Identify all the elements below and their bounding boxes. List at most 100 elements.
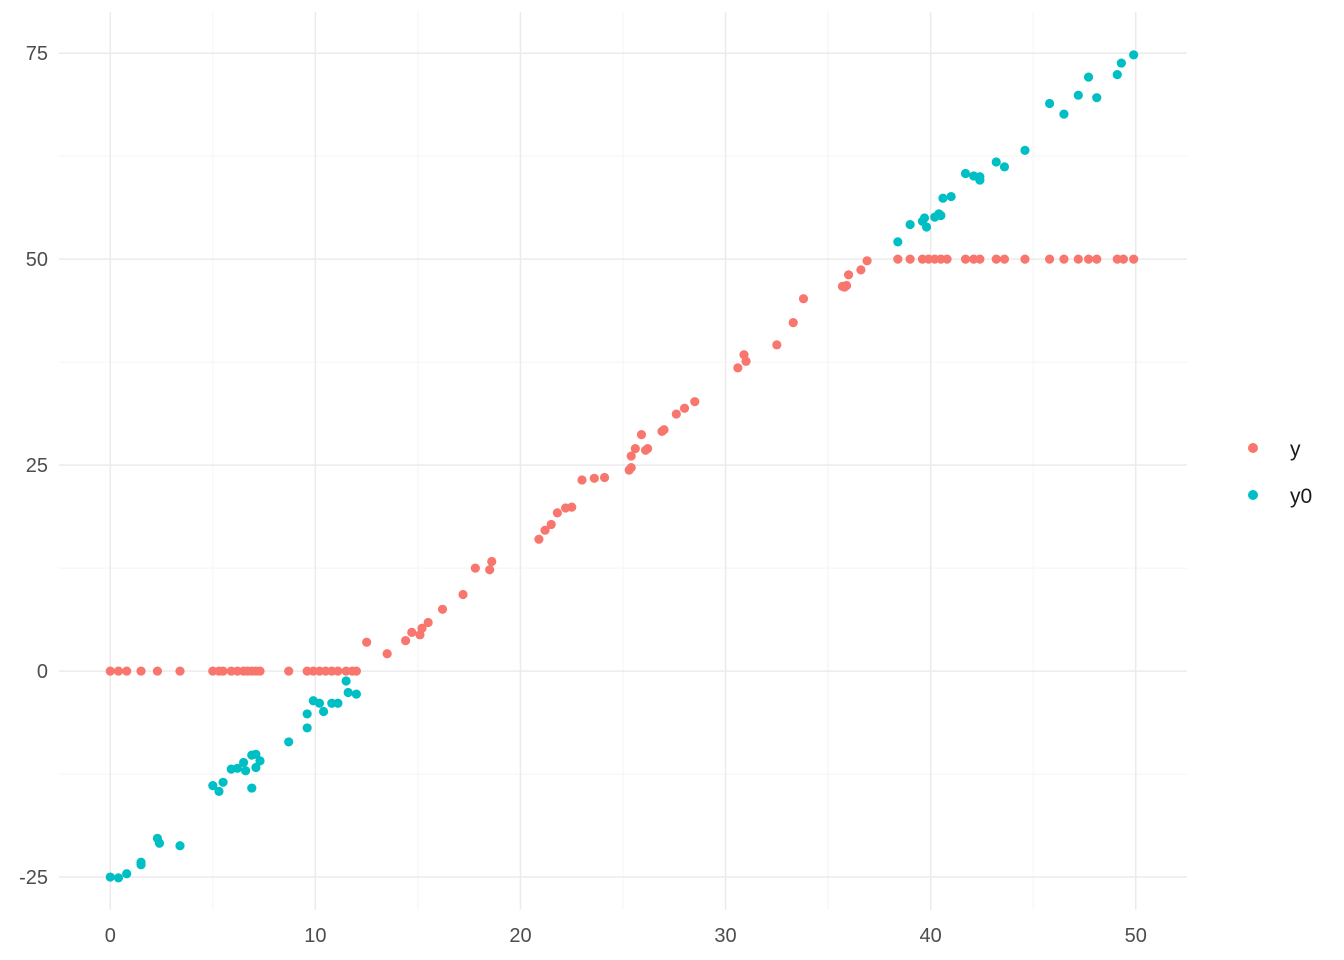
x-axis-tick-labels: 0 10 20 30 40 50 (105, 925, 1147, 947)
point-y-28 (401, 636, 411, 646)
point-y-8 (218, 666, 228, 676)
point-y0-12 (232, 763, 243, 773)
point-y0-30 (351, 689, 361, 699)
point-y0-46 (999, 162, 1010, 172)
point-y-56 (671, 409, 681, 419)
point-y-61 (741, 356, 751, 366)
legend-label-y: y (1290, 438, 1301, 461)
point-y0-34 (919, 213, 930, 223)
point-y-27 (382, 649, 392, 659)
legend-entry-y0: y0 (1248, 485, 1312, 508)
legend-key-y0 (1248, 490, 1258, 500)
point-y-50 (630, 444, 640, 454)
point-y0-27 (333, 698, 343, 708)
point-y-2 (122, 666, 132, 676)
point-y-44 (577, 475, 587, 485)
point-y-71 (893, 254, 903, 264)
point-y0-52 (1092, 93, 1102, 103)
point-y-16 (284, 666, 294, 676)
point-y-90 (1118, 254, 1129, 264)
point-y-78 (960, 254, 971, 264)
point-y-33 (437, 604, 448, 614)
point-y0-31 (893, 237, 903, 247)
point-y-31 (417, 623, 427, 633)
point-y-0 (105, 666, 115, 676)
y-tick-label-4: 75 (26, 43, 48, 65)
point-y-41 (552, 508, 562, 518)
point-y-62 (772, 340, 782, 350)
x-tick-label-1: 10 (304, 925, 326, 947)
legend: y y0 (1248, 438, 1312, 508)
point-y0-4 (136, 857, 146, 867)
point-y0-45 (991, 157, 1001, 167)
point-y0-10 (218, 777, 228, 787)
point-y0-16 (251, 749, 261, 759)
point-y0-18 (251, 762, 261, 773)
legend-label-y0: y0 (1290, 485, 1312, 508)
point-y0-19 (247, 783, 257, 793)
point-y-77 (942, 254, 952, 264)
point-y0-32 (905, 219, 915, 230)
point-y-49 (626, 451, 636, 461)
point-y-22 (333, 666, 343, 676)
point-y-69 (856, 265, 866, 275)
point-y0-44 (975, 172, 985, 182)
point-y0-2 (122, 869, 132, 879)
point-y0-22 (302, 723, 312, 733)
point-y-72 (905, 254, 915, 264)
point-y-39 (540, 525, 550, 535)
point-y0-17 (255, 756, 265, 766)
point-y0-29 (343, 687, 353, 698)
point-y-37 (487, 556, 497, 567)
point-y-57 (679, 403, 690, 413)
point-y-3 (136, 666, 146, 676)
point-y-32 (423, 617, 433, 628)
point-y0-9 (214, 786, 224, 796)
x-tick-label-0: 0 (105, 925, 116, 947)
point-y-63 (788, 317, 798, 328)
x-tick-label-2: 20 (509, 925, 531, 947)
point-y-15 (255, 666, 265, 676)
point-y-83 (1020, 254, 1030, 264)
point-y-81 (991, 254, 1001, 264)
y-tick-label-0: -25 (19, 867, 48, 889)
point-y0-8 (208, 780, 218, 791)
point-y-38 (534, 534, 544, 544)
y-tick-label-1: 0 (37, 661, 48, 683)
point-y-53 (643, 444, 653, 454)
point-y-40 (546, 519, 556, 530)
point-y0-21 (302, 709, 312, 719)
point-y0-7 (175, 841, 185, 851)
point-y0-41 (960, 168, 971, 179)
point-y-36 (485, 565, 495, 575)
point-y-68 (844, 270, 854, 280)
point-y0-0 (105, 872, 115, 882)
x-tick-label-3: 30 (714, 925, 736, 947)
point-y0-35 (921, 222, 932, 232)
point-y-46 (599, 472, 610, 483)
point-y0-24 (314, 698, 325, 708)
point-y0-47 (1020, 145, 1030, 156)
point-y-87 (1083, 254, 1094, 264)
point-y0-49 (1059, 109, 1069, 119)
point-y-70 (862, 256, 872, 266)
point-y0-51 (1083, 72, 1094, 82)
legend-key-y (1248, 443, 1258, 453)
legend-entry-y: y (1248, 438, 1301, 461)
point-y-64 (798, 294, 809, 304)
point-y0-38 (936, 210, 946, 221)
point-y-29 (407, 627, 417, 637)
point-y-1 (113, 666, 124, 676)
point-y-34 (458, 589, 468, 600)
point-y-4 (152, 666, 163, 676)
grid-major-lines (59, 12, 1187, 910)
point-y0-25 (318, 706, 329, 717)
point-y-26 (362, 637, 372, 647)
data-points (105, 50, 1139, 883)
point-y-58 (690, 397, 700, 407)
point-y-82 (999, 254, 1010, 264)
point-y-67 (841, 280, 852, 291)
point-y-25 (351, 666, 361, 676)
